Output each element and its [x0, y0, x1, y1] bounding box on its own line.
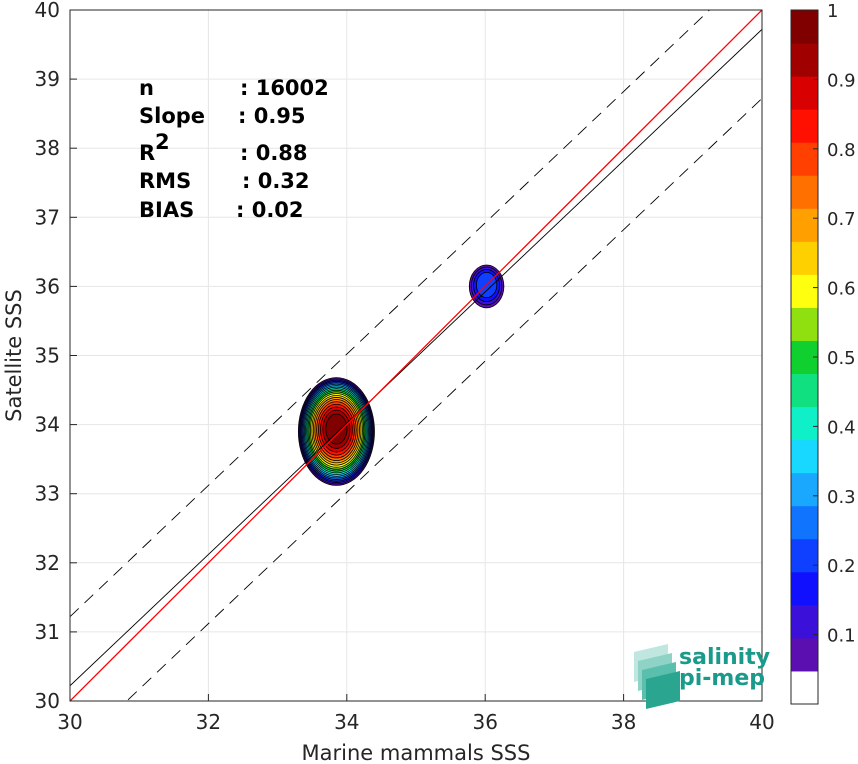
colorbar-swatch: [791, 637, 818, 672]
logo-text-salinity: salinity: [679, 645, 770, 670]
stat-value: : 0.95: [238, 104, 306, 128]
stat-superscript: 2: [155, 130, 170, 154]
y-tick-label: 33: [35, 482, 60, 506]
stat-label: BIAS: [139, 198, 194, 222]
logo-text-pimep: pi-mep: [679, 666, 765, 691]
x-tick-label: 36: [472, 710, 497, 734]
colorbar-tick-label: 1: [827, 1, 838, 22]
y-axis-label: Satellite SSS: [2, 289, 26, 422]
colorbar-swatch: [791, 76, 818, 110]
colorbar-swatch: [791, 241, 818, 275]
logo-wave-layer: [646, 671, 680, 709]
colorbar-swatch: [791, 175, 818, 209]
reference-lines: [70, 10, 762, 701]
stat-label: R: [139, 141, 155, 165]
colorbar-swatch: [791, 538, 818, 573]
y-tick-label: 40: [35, 0, 60, 22]
colorbar-tick-label: 0.9: [827, 70, 856, 91]
colorbar-swatch: [791, 142, 818, 176]
colorbar-tick-label: 0.7: [827, 209, 856, 230]
stat-value: : 0.88: [240, 141, 308, 165]
colorbar-swatch: [791, 274, 818, 308]
x-tick-label: 30: [57, 710, 82, 734]
colorbar-tick-label: 0.2: [827, 556, 856, 577]
density-contour-level: [325, 413, 348, 445]
y-tick-label: 34: [35, 413, 60, 437]
colorbar-swatch: [791, 10, 818, 44]
fit-line: [70, 29, 762, 687]
colorbar-swatch: [791, 604, 818, 639]
colorbar-swatch: [791, 373, 818, 408]
stat-value: : 0.02: [236, 198, 304, 222]
y-tick-label: 30: [35, 689, 60, 713]
colorbar-tick-label: 0.6: [827, 279, 856, 300]
colorbar-swatch: [791, 43, 818, 77]
y-tick-label: 31: [35, 620, 60, 644]
x-axis-ticks: 30 32 34 36 38 40: [57, 694, 775, 734]
y-tick-label: 38: [35, 136, 60, 160]
x-tick-label: 34: [334, 710, 359, 734]
colorbar-swatch: [791, 571, 818, 606]
stat-value: : 16002: [240, 76, 329, 100]
colorbar: 0.1 0.2 0.3 0.4 0.5 0.6 0.7 0.8 0.9 1: [790, 1, 856, 705]
y-tick-label: 35: [35, 344, 60, 368]
y-axis-ticks: 30 31 32 33 34 35 36 37 38 39 40: [35, 0, 77, 713]
colorbar-swatch: [791, 439, 818, 474]
x-tick-label: 32: [196, 710, 221, 734]
colorbar-swatch: [791, 307, 818, 341]
y-tick-label: 39: [35, 67, 60, 91]
x-tick-label: 40: [749, 710, 774, 734]
colorbar-tick-label: 0.4: [827, 417, 856, 438]
colorbar-tick-label: 0.8: [827, 140, 856, 161]
y-tick-label: 37: [35, 205, 60, 229]
colorbar-swatch: [791, 109, 818, 143]
colorbar-tick-label: 0.5: [827, 348, 856, 369]
colorbar-swatch: [791, 670, 818, 705]
upper-dashed-line: [70, 10, 711, 618]
x-axis-label: Marine mammals SSS: [302, 741, 531, 764]
colorbar-tick-label: 0.3: [827, 487, 856, 508]
stat-label: Slope: [139, 104, 205, 128]
stat-value: : 0.32: [242, 169, 310, 193]
identity-line: [70, 10, 762, 701]
stat-label: n: [139, 76, 154, 100]
y-tick-label: 32: [35, 551, 60, 575]
x-tick-label: 38: [611, 710, 636, 734]
stat-label: RMS: [139, 169, 191, 193]
colorbar-swatch: [791, 406, 818, 441]
colorbar-swatch: [791, 472, 818, 507]
colorbar-tick-label: 0.1: [827, 626, 856, 647]
colorbar-swatch: [791, 208, 818, 242]
colorbar-swatch: [791, 505, 818, 540]
statistics-box: n : 16002 Slope : 0.95 R 2 : 0.88 RMS : 0.32 BIAS…: [139, 76, 329, 222]
y-tick-label: 36: [35, 274, 60, 298]
